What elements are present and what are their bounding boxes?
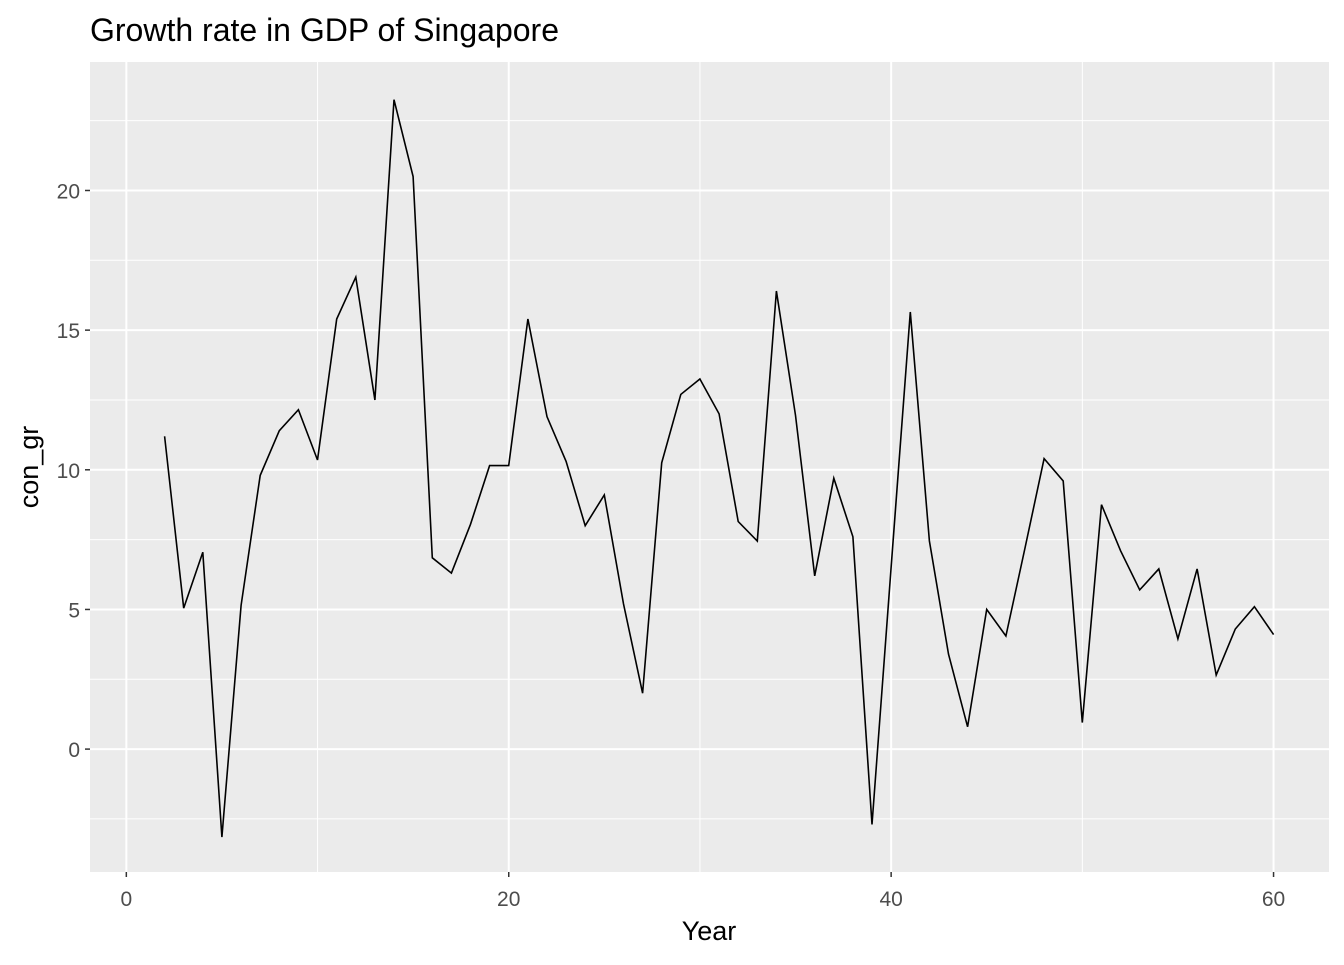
y-tick-label: 10 xyxy=(57,460,80,483)
y-tick-label: 5 xyxy=(68,599,80,622)
y-tick-label: 0 xyxy=(68,739,80,762)
chart-title: Growth rate in GDP of Singapore xyxy=(90,12,559,48)
grid-lines xyxy=(90,62,1329,872)
plot-panel xyxy=(90,62,1329,872)
y-tick-label: 15 xyxy=(57,320,80,343)
y-axis-label: con_gr xyxy=(14,426,44,509)
x-tick-label: 20 xyxy=(497,888,520,911)
x-tick-label: 60 xyxy=(1262,888,1285,911)
y-tick-label: 20 xyxy=(57,180,80,203)
x-tick-label: 0 xyxy=(120,888,132,911)
x-tick-label: 40 xyxy=(879,888,902,911)
series-line-con-gr xyxy=(163,99,1275,838)
x-axis-label: Year xyxy=(682,916,737,946)
axis-ticks: 0 5 10 15 20 0 20 40 60 xyxy=(57,180,1286,911)
